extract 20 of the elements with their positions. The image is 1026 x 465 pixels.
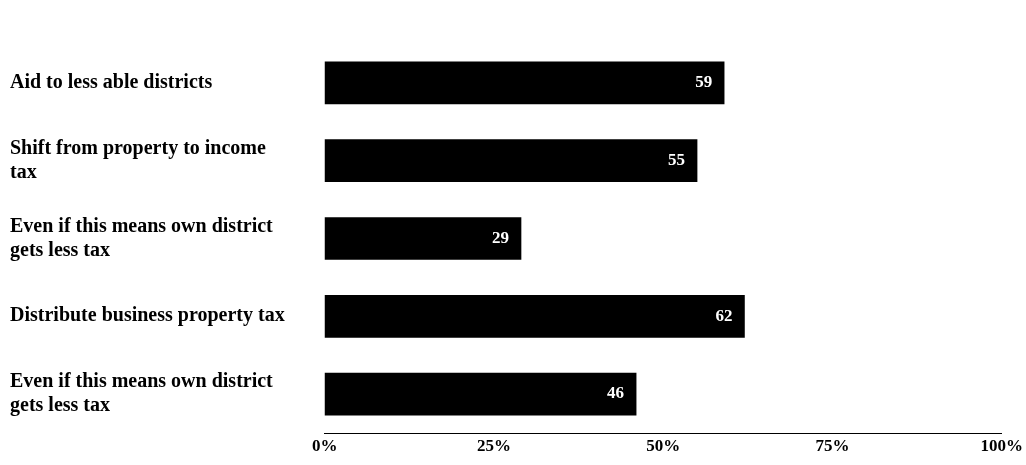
y-tick-label: Aid to less able districts: [10, 70, 213, 93]
y-tick-label: Even if this means own district gets less tax: [10, 369, 274, 417]
bar: [324, 61, 725, 105]
data-label: 46: [607, 383, 625, 403]
x-tick-label: 75%: [815, 435, 850, 455]
bar: [324, 217, 522, 260]
y-tick-label: Even if this means own district gets less tax: [10, 213, 274, 261]
data-label: 55: [668, 150, 686, 170]
data-label: 59: [695, 72, 713, 92]
x-tick-label: 0%: [311, 435, 338, 455]
y-tick-label: Shift from property to income tax: [10, 135, 267, 182]
data-label: 29: [492, 227, 510, 247]
x-tick-label: 25%: [476, 435, 511, 455]
y-tick-label: Distribute business property tax: [10, 303, 285, 327]
x-tick-label: 50%: [646, 435, 681, 455]
bar: [324, 294, 745, 338]
bar: [324, 372, 637, 416]
data-label: 62: [715, 305, 733, 325]
x-tick-label: 100%: [980, 435, 1023, 455]
bar: [324, 139, 698, 183]
